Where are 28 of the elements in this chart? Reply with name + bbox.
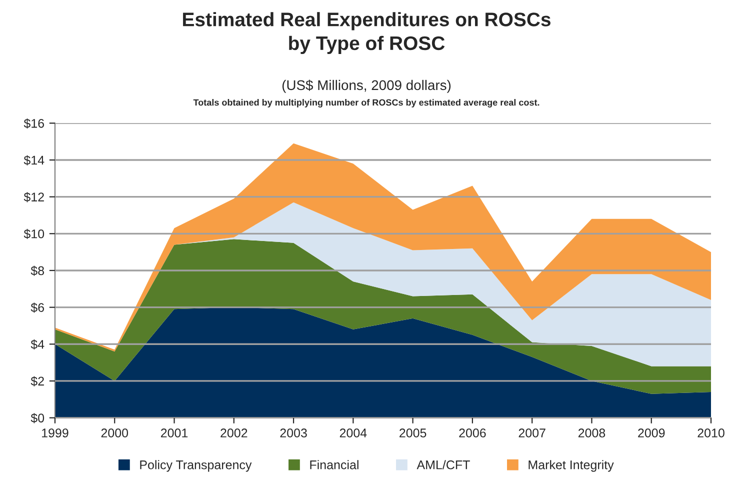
y-tick-label: $12	[24, 192, 44, 202]
y-tick-label: $16	[24, 118, 44, 129]
y-tick-label: $2	[30, 376, 44, 386]
x-tick-label: 2006	[459, 428, 486, 438]
legend-label: Financial	[310, 460, 358, 470]
y-tick-label: $4	[30, 339, 44, 350]
x-tick-label: 2003	[280, 428, 307, 438]
x-tick-label: 2001	[160, 428, 188, 438]
x-tick-label: 2002	[220, 428, 248, 438]
chart-title: Estimated Real Expenditures on ROSCs by Type of ROSC	[183, 12, 550, 54]
x-tick-label: 2005	[400, 428, 426, 438]
legend-label: Policy Transparency	[140, 460, 252, 472]
x-tick-label: 2007	[518, 428, 546, 438]
x-tick-label: 2009	[638, 428, 665, 438]
x-tick-label: 2000	[101, 428, 128, 438]
x-tick-label: 2008	[578, 428, 606, 438]
y-tick-label: $6	[30, 302, 44, 313]
legend-label: AML/CFT	[416, 460, 470, 470]
y-tick-label: $0	[30, 413, 44, 424]
legend-label: Market Integrity	[528, 460, 614, 472]
y-tick-label: $14	[24, 155, 44, 166]
y-tick-label: $8	[30, 266, 44, 276]
text: Totals obtained by multiplying number of ROSCs by estimated average real cost.	[193, 99, 540, 108]
x-tick-label: 2004	[340, 428, 367, 438]
chart-subtitle: (US$ Millions, 2009 dollars)	[282, 80, 451, 93]
x-tick-label: 1999	[42, 428, 68, 438]
x-tick-label: 2010	[698, 428, 724, 438]
y-tick-label: $10	[24, 228, 44, 240]
